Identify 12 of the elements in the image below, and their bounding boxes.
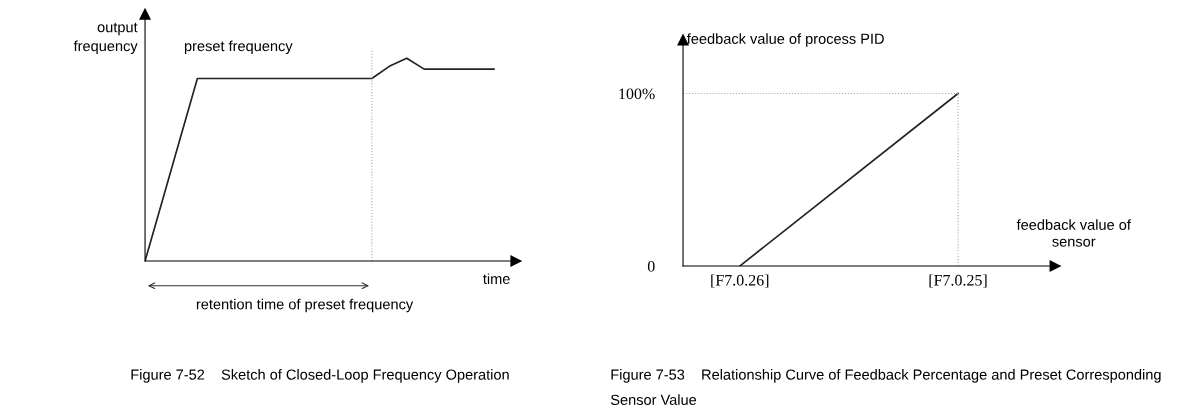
text: preset frequency	[184, 40, 293, 55]
text: Figure 7-52 Sketch of Closed-Loop Frequency Operation	[131, 369, 509, 383]
x-axis-title: feedback value of sensor	[1016, 219, 1131, 247]
y-tick-label: 100%	[619, 88, 655, 100]
x-tick-label: [F7.0.26]	[711, 274, 769, 288]
y-axis-title: feedback value of process PID	[686, 33, 884, 47]
x-tick-label: [F7.0.25]	[929, 274, 987, 288]
y-axis-title: output frequency	[73, 22, 138, 55]
text: Figure 7-53 Relationship Curve of Feedback Percentage and Preset Corresponding Sensor Value	[610, 369, 1161, 405]
x-axis-title: time	[483, 273, 510, 285]
text: retention time of preset frequency	[196, 298, 414, 313]
y-tick-label: 0	[647, 260, 655, 272]
